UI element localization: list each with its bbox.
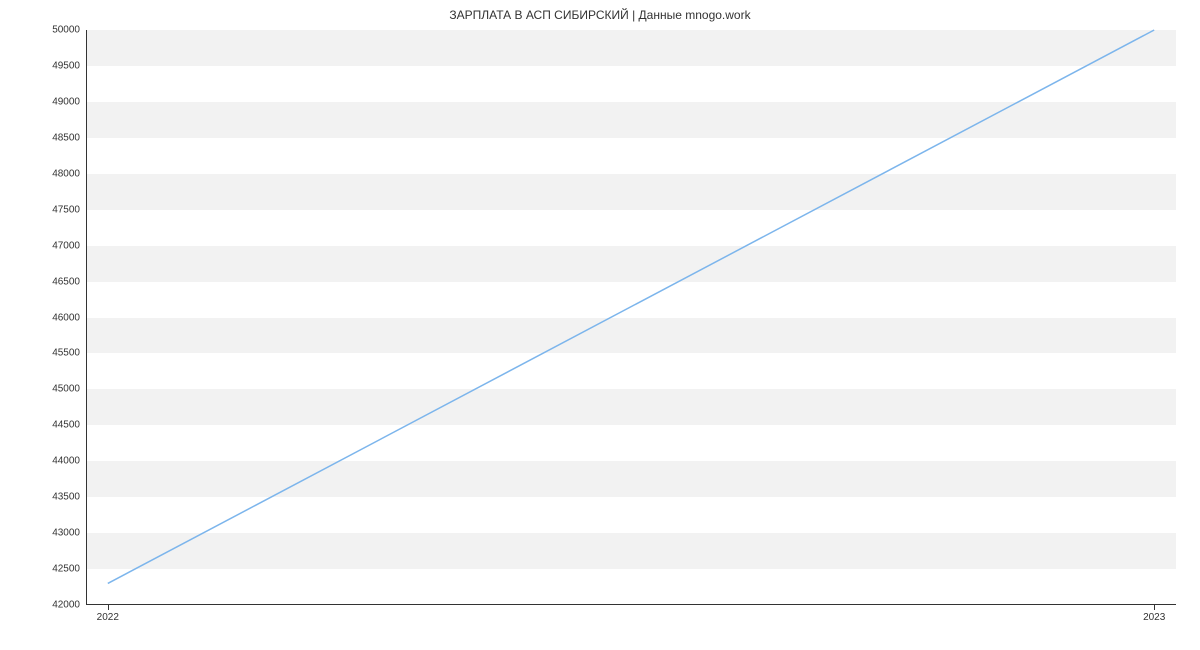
y-tick-label: 45500 [10,348,80,359]
series-line [108,30,1154,583]
y-tick-label: 49000 [10,96,80,107]
x-tick-mark [108,605,109,610]
y-tick-label: 48500 [10,132,80,143]
y-tick-label: 42000 [10,600,80,611]
y-tick-label: 43000 [10,528,80,539]
y-tick-label: 49500 [10,60,80,71]
y-tick-label: 48000 [10,168,80,179]
y-tick-label: 43500 [10,492,80,503]
x-tick-mark [1154,605,1155,610]
y-tick-label: 45000 [10,384,80,395]
chart-title: ЗАРПЛАТА В АСП СИБИРСКИЙ | Данные mnogo.… [0,8,1200,22]
y-tick-label: 44500 [10,420,80,431]
x-tick-label: 2023 [1143,612,1165,623]
y-tick-label: 47500 [10,204,80,215]
x-tick-label: 2022 [97,612,119,623]
y-tick-label: 42500 [10,564,80,575]
y-tick-label: 50000 [10,25,80,36]
y-tick-label: 46500 [10,276,80,287]
salary-line-chart: ЗАРПЛАТА В АСП СИБИРСКИЙ | Данные mnogo.… [0,0,1200,650]
chart-svg [86,30,1176,605]
y-tick-label: 44000 [10,456,80,467]
y-tick-label: 46000 [10,312,80,323]
y-tick-label: 47000 [10,240,80,251]
